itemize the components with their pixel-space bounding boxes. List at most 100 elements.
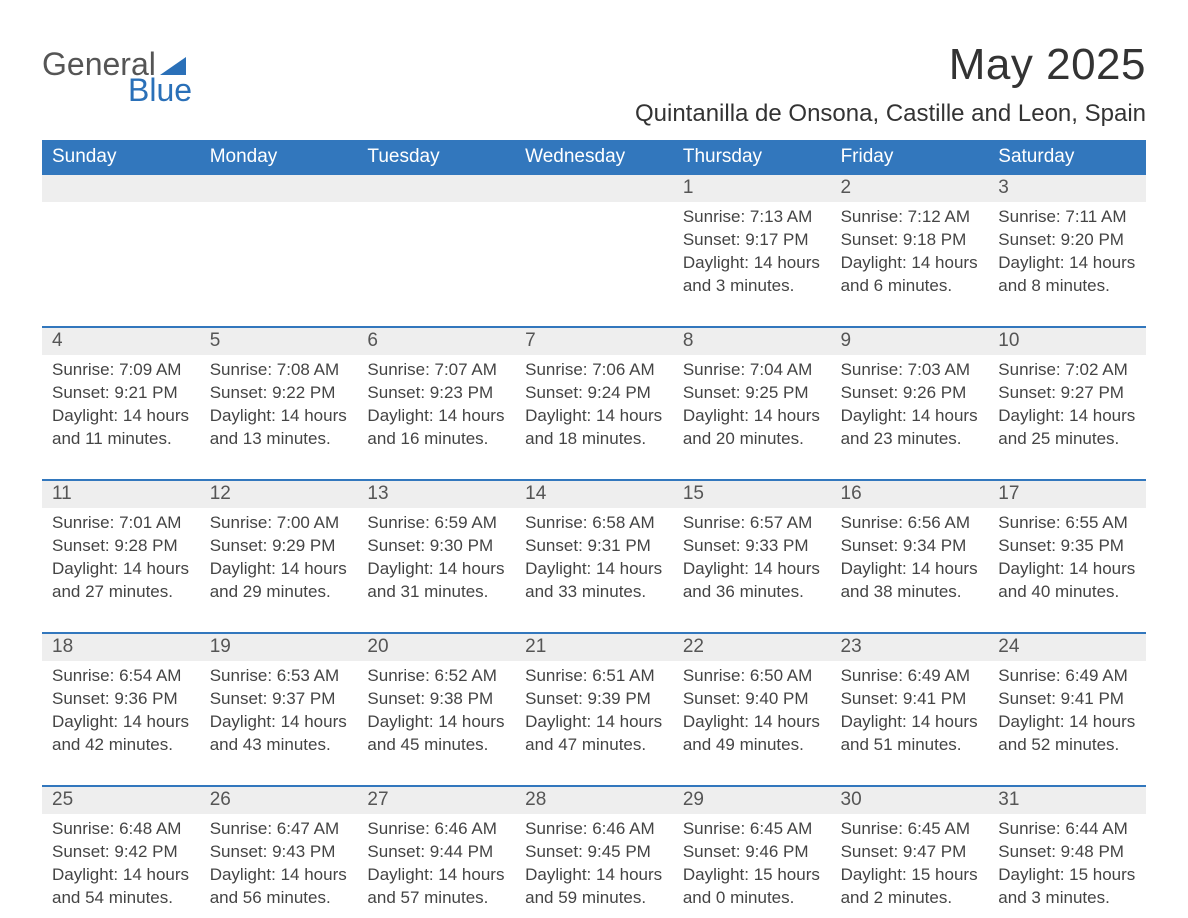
sunrise-line: Sunrise: 7:08 AM [210, 359, 348, 382]
day-cell: Sunrise: 6:55 AMSunset: 9:35 PMDaylight:… [988, 508, 1146, 608]
sunrise-line: Sunrise: 6:55 AM [998, 512, 1136, 535]
daylight-line: Daylight: 15 hours and 3 minutes. [998, 864, 1136, 910]
sunset-line: Sunset: 9:36 PM [52, 688, 190, 711]
day-cell [200, 202, 358, 302]
sunrise-line: Sunrise: 7:03 AM [841, 359, 979, 382]
day-cell: Sunrise: 6:56 AMSunset: 9:34 PMDaylight:… [831, 508, 989, 608]
day-number: 4 [42, 328, 200, 355]
sunrise-line: Sunrise: 6:47 AM [210, 818, 348, 841]
day-number: 31 [988, 787, 1146, 814]
day-cell: Sunrise: 6:49 AMSunset: 9:41 PMDaylight:… [831, 661, 989, 761]
dow-saturday: Saturday [988, 140, 1146, 175]
sunrise-line: Sunrise: 6:59 AM [367, 512, 505, 535]
sunset-line: Sunset: 9:22 PM [210, 382, 348, 405]
daylight-line: Daylight: 14 hours and 25 minutes. [998, 405, 1136, 451]
sunrise-line: Sunrise: 7:00 AM [210, 512, 348, 535]
daylight-line: Daylight: 14 hours and 52 minutes. [998, 711, 1136, 757]
sunset-line: Sunset: 9:37 PM [210, 688, 348, 711]
sunrise-line: Sunrise: 6:45 AM [683, 818, 821, 841]
daylight-line: Daylight: 14 hours and 6 minutes. [841, 252, 979, 298]
day-cell: Sunrise: 7:01 AMSunset: 9:28 PMDaylight:… [42, 508, 200, 608]
day-cell: Sunrise: 6:52 AMSunset: 9:38 PMDaylight:… [357, 661, 515, 761]
day-number: 5 [200, 328, 358, 355]
day-cell: Sunrise: 6:45 AMSunset: 9:46 PMDaylight:… [673, 814, 831, 914]
daylight-line: Daylight: 14 hours and 49 minutes. [683, 711, 821, 757]
week-row: 25262728293031Sunrise: 6:48 AMSunset: 9:… [42, 785, 1146, 914]
day-number-row: 45678910 [42, 328, 1146, 355]
sunrise-line: Sunrise: 7:13 AM [683, 206, 821, 229]
day-cell: Sunrise: 7:00 AMSunset: 9:29 PMDaylight:… [200, 508, 358, 608]
sunrise-line: Sunrise: 7:11 AM [998, 206, 1136, 229]
day-cell: Sunrise: 7:07 AMSunset: 9:23 PMDaylight:… [357, 355, 515, 455]
day-cell: Sunrise: 7:13 AMSunset: 9:17 PMDaylight:… [673, 202, 831, 302]
day-cell: Sunrise: 6:59 AMSunset: 9:30 PMDaylight:… [357, 508, 515, 608]
sunset-line: Sunset: 9:41 PM [998, 688, 1136, 711]
day-cell: Sunrise: 6:46 AMSunset: 9:44 PMDaylight:… [357, 814, 515, 914]
sunrise-line: Sunrise: 6:58 AM [525, 512, 663, 535]
day-number: 8 [673, 328, 831, 355]
day-number-row: 11121314151617 [42, 481, 1146, 508]
day-cell: Sunrise: 6:49 AMSunset: 9:41 PMDaylight:… [988, 661, 1146, 761]
daylight-line: Daylight: 14 hours and 45 minutes. [367, 711, 505, 757]
day-cell: Sunrise: 6:48 AMSunset: 9:42 PMDaylight:… [42, 814, 200, 914]
daylight-line: Daylight: 14 hours and 40 minutes. [998, 558, 1136, 604]
day-cell [42, 202, 200, 302]
day-number: 29 [673, 787, 831, 814]
day-cell [515, 202, 673, 302]
day-number: 19 [200, 634, 358, 661]
day-cell: Sunrise: 7:04 AMSunset: 9:25 PMDaylight:… [673, 355, 831, 455]
sunrise-line: Sunrise: 7:12 AM [841, 206, 979, 229]
day-number-row: 18192021222324 [42, 634, 1146, 661]
day-number: 24 [988, 634, 1146, 661]
day-number: 27 [357, 787, 515, 814]
daylight-line: Daylight: 14 hours and 36 minutes. [683, 558, 821, 604]
day-cell: Sunrise: 7:03 AMSunset: 9:26 PMDaylight:… [831, 355, 989, 455]
sunset-line: Sunset: 9:45 PM [525, 841, 663, 864]
sunset-line: Sunset: 9:47 PM [841, 841, 979, 864]
daylight-line: Daylight: 14 hours and 13 minutes. [210, 405, 348, 451]
sunset-line: Sunset: 9:27 PM [998, 382, 1136, 405]
day-number: 6 [357, 328, 515, 355]
day-number [200, 175, 358, 202]
day-cell: Sunrise: 7:12 AMSunset: 9:18 PMDaylight:… [831, 202, 989, 302]
daylight-line: Daylight: 14 hours and 16 minutes. [367, 405, 505, 451]
day-cell: Sunrise: 7:08 AMSunset: 9:22 PMDaylight:… [200, 355, 358, 455]
daylight-line: Daylight: 14 hours and 29 minutes. [210, 558, 348, 604]
day-cell: Sunrise: 7:02 AMSunset: 9:27 PMDaylight:… [988, 355, 1146, 455]
daylight-line: Daylight: 14 hours and 47 minutes. [525, 711, 663, 757]
sunset-line: Sunset: 9:30 PM [367, 535, 505, 558]
sunset-line: Sunset: 9:41 PM [841, 688, 979, 711]
day-number: 9 [831, 328, 989, 355]
sunset-line: Sunset: 9:40 PM [683, 688, 821, 711]
sunset-line: Sunset: 9:38 PM [367, 688, 505, 711]
sunset-line: Sunset: 9:31 PM [525, 535, 663, 558]
day-number: 12 [200, 481, 358, 508]
title-block: May 2025 Quintanilla de Onsona, Castille… [635, 40, 1146, 128]
sunset-line: Sunset: 9:17 PM [683, 229, 821, 252]
day-number: 7 [515, 328, 673, 355]
daylight-line: Daylight: 14 hours and 59 minutes. [525, 864, 663, 910]
sunrise-line: Sunrise: 6:45 AM [841, 818, 979, 841]
day-number: 28 [515, 787, 673, 814]
day-number: 20 [357, 634, 515, 661]
day-cell: Sunrise: 7:06 AMSunset: 9:24 PMDaylight:… [515, 355, 673, 455]
logo: General Blue [42, 48, 192, 106]
sunrise-line: Sunrise: 6:48 AM [52, 818, 190, 841]
day-number: 30 [831, 787, 989, 814]
sunset-line: Sunset: 9:48 PM [998, 841, 1136, 864]
sunrise-line: Sunrise: 6:49 AM [998, 665, 1136, 688]
daylight-line: Daylight: 14 hours and 57 minutes. [367, 864, 505, 910]
day-number: 2 [831, 175, 989, 202]
sunset-line: Sunset: 9:21 PM [52, 382, 190, 405]
sunset-line: Sunset: 9:35 PM [998, 535, 1136, 558]
day-number: 10 [988, 328, 1146, 355]
day-cell: Sunrise: 6:54 AMSunset: 9:36 PMDaylight:… [42, 661, 200, 761]
daylight-line: Daylight: 14 hours and 20 minutes. [683, 405, 821, 451]
daylight-line: Daylight: 14 hours and 38 minutes. [841, 558, 979, 604]
calendar: Sunday Monday Tuesday Wednesday Thursday… [42, 140, 1146, 914]
dow-thursday: Thursday [673, 140, 831, 175]
sunset-line: Sunset: 9:26 PM [841, 382, 979, 405]
dow-wednesday: Wednesday [515, 140, 673, 175]
sunrise-line: Sunrise: 7:01 AM [52, 512, 190, 535]
day-cell: Sunrise: 6:53 AMSunset: 9:37 PMDaylight:… [200, 661, 358, 761]
